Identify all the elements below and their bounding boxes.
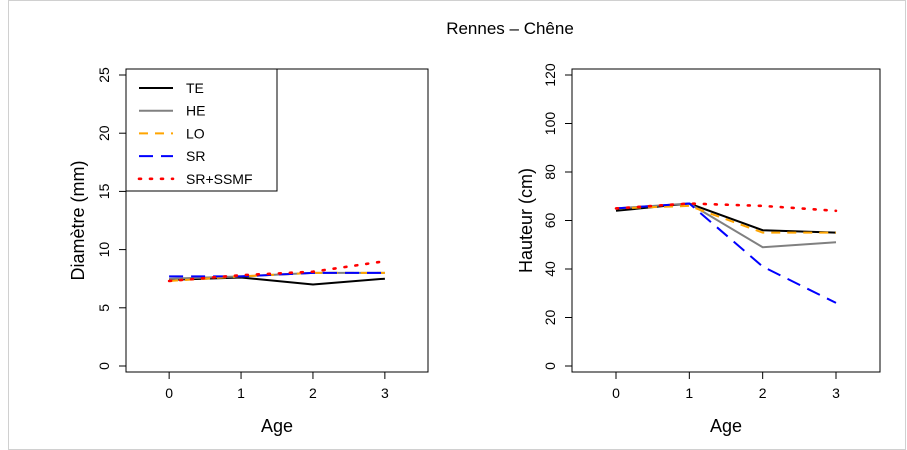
y-tick-label: 100 [542, 112, 558, 136]
x-axis: 0 1 2 3 Age [612, 371, 840, 436]
plot-box [571, 68, 881, 373]
x-axis: 0 1 2 3 Age [165, 371, 389, 436]
x-tick-label: 1 [685, 385, 693, 401]
diameter-panel: 0 1 2 3 Age 0 5 10 15 20 25 Diamètre (mm) TE HE LO SR SR… [68, 67, 429, 436]
x-tick-label: 3 [381, 385, 389, 401]
y-tick-label: 15 [96, 183, 112, 199]
y-tick-label: 60 [542, 213, 558, 229]
y-axis: 0 5 10 15 20 25 Diamètre (mm) [68, 67, 127, 370]
x-tick-label: 0 [612, 385, 620, 401]
legend-label: TE [186, 80, 204, 96]
y-axis-label: Diamètre (mm) [68, 161, 88, 281]
x-tick-label: 1 [237, 385, 245, 401]
figure-frame [8, 0, 906, 450]
figure-title: Rennes – Chêne [446, 19, 574, 38]
series-line-sr [169, 271, 385, 278]
x-tick-label: 2 [309, 385, 317, 401]
series-line-lo [615, 204, 836, 234]
y-axis-label: Hauteur (cm) [516, 168, 536, 273]
legend-label: HE [186, 103, 205, 119]
x-tick-label: 2 [759, 385, 767, 401]
series-line-sr-ssmf [167, 259, 387, 283]
legend-box [125, 68, 278, 192]
y-tick-label: 40 [542, 261, 558, 277]
legend-label: SR+SSMF [186, 171, 253, 187]
legend: TE HE LO SR SR+SSMF [125, 68, 278, 192]
series-line-sr [615, 202, 837, 304]
y-tick-label: 120 [542, 63, 558, 87]
height-panel: 0 1 2 3 Age 0 20 40 60 80 100 120 Hauteur (cm) [516, 63, 881, 436]
y-tick-label: 10 [96, 242, 112, 258]
y-tick-label: 20 [96, 125, 112, 141]
y-tick-label: 0 [542, 362, 558, 370]
y-tick-label: 5 [96, 304, 112, 312]
x-tick-label: 0 [165, 385, 173, 401]
y-tick-label: 80 [542, 164, 558, 180]
x-tick-label: 3 [832, 385, 840, 401]
x-axis-label: Age [261, 416, 293, 436]
x-axis-label: Age [710, 416, 742, 436]
y-tick-label: 0 [96, 362, 112, 370]
series-line-he [615, 202, 837, 249]
y-tick-label: 20 [542, 310, 558, 326]
y-axis: 0 20 40 60 80 100 120 Hauteur (cm) [516, 63, 573, 370]
legend-label: SR [186, 148, 205, 164]
y-tick-label: 25 [96, 67, 112, 83]
series-line-sr-ssmf [614, 202, 838, 213]
legend-label: LO [186, 125, 205, 141]
